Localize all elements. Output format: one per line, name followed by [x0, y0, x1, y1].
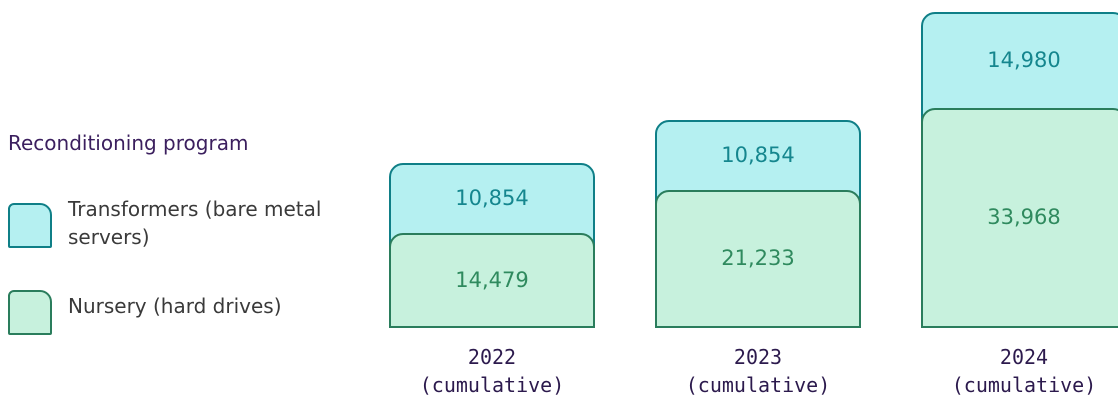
bar-segment — [389, 233, 595, 328]
x-tick-label: 2024 (cumulative) — [951, 345, 1097, 397]
data-label: 10,854 — [721, 142, 795, 167]
x-tick-label: 2023 (cumulative) — [685, 345, 831, 397]
x-tick-label: 2022 (cumulative) — [419, 345, 565, 397]
bar-segment — [921, 108, 1118, 328]
data-label: 21,233 — [721, 245, 795, 270]
bar-segment — [655, 189, 861, 328]
legend-title: Reconditioning program — [8, 131, 249, 155]
data-label: 33,968 — [987, 205, 1061, 230]
data-label: 14,980 — [987, 48, 1061, 73]
legend-label: Nursery (hard drives) — [68, 294, 282, 318]
data-label: 14,479 — [455, 267, 529, 292]
legend-swatch — [8, 203, 52, 248]
data-label: 10,854 — [455, 186, 529, 211]
legend-swatch — [8, 290, 52, 335]
legend-label: Transformers (bare metal servers) — [68, 197, 322, 249]
